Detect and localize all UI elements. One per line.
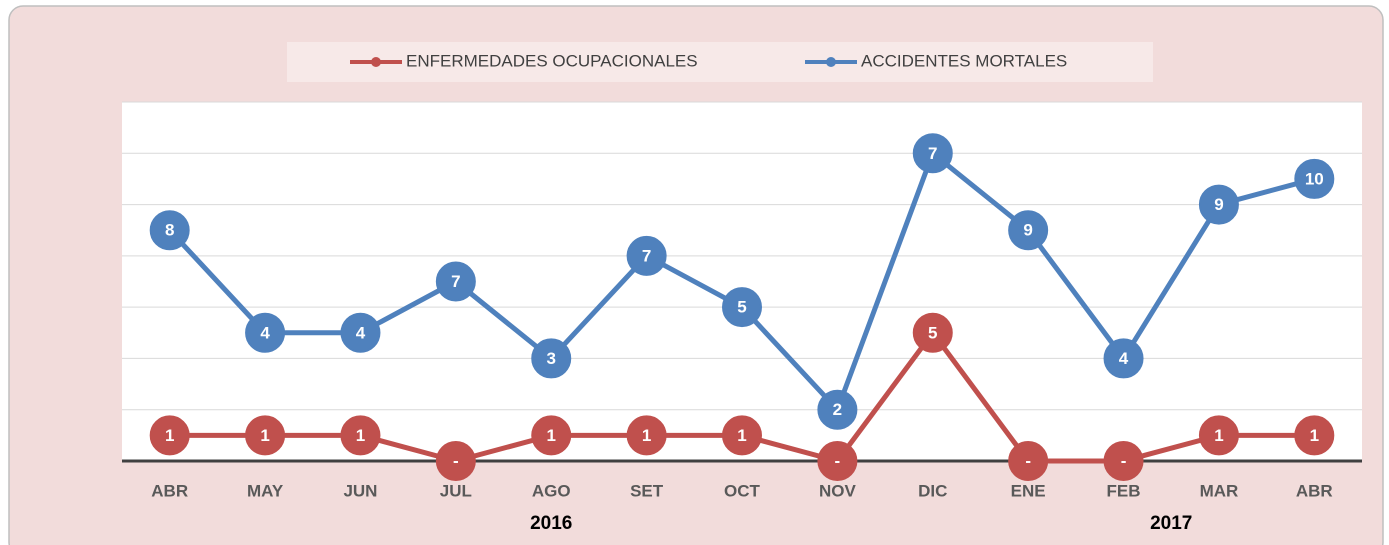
x-tick-label: OCT [724, 481, 761, 500]
data-label: - [453, 451, 459, 470]
data-label: 9 [1214, 195, 1223, 214]
data-label: 7 [451, 272, 460, 291]
data-point [1103, 338, 1144, 379]
group-label: 2017 [1150, 513, 1192, 534]
data-label: 1 [642, 426, 651, 445]
data-point [531, 415, 572, 456]
legend-marker [826, 57, 836, 67]
data-label: 5 [928, 323, 937, 342]
group-label: 2016 [530, 513, 572, 534]
data-label: 3 [546, 349, 555, 368]
data-point [340, 415, 381, 456]
data-label: 1 [165, 426, 174, 445]
data-label: 2 [833, 400, 842, 419]
data-label: 7 [642, 246, 651, 265]
data-point [531, 338, 572, 379]
data-label: 4 [1119, 349, 1129, 368]
data-point [149, 210, 190, 251]
x-tick-label: MAY [247, 481, 284, 500]
data-point [1294, 415, 1335, 456]
data-label: - [835, 451, 841, 470]
data-label: - [1025, 451, 1031, 470]
data-point [1008, 210, 1049, 251]
data-point [245, 415, 286, 456]
data-label: 1 [1214, 426, 1223, 445]
x-tick-label: DIC [918, 481, 947, 500]
data-point [912, 133, 953, 174]
data-label: 9 [1023, 221, 1032, 240]
data-point [1294, 158, 1335, 199]
data-label: 1 [260, 426, 269, 445]
data-point [1198, 184, 1239, 225]
x-tick-label: ABR [1296, 481, 1333, 500]
data-point [722, 415, 762, 456]
x-tick-label: ABR [151, 481, 188, 500]
x-tick-label: JUN [343, 481, 377, 500]
data-point [1008, 441, 1049, 481]
data-point [340, 312, 381, 353]
x-tick-label: FEB [1107, 481, 1141, 500]
data-point [435, 261, 476, 302]
data-point [817, 441, 858, 481]
data-label: 7 [928, 144, 937, 163]
legend-label: ACCIDENTES MORTALES [861, 51, 1067, 70]
x-tick-label: AGO [532, 481, 571, 500]
data-point [1198, 415, 1239, 456]
data-point [817, 389, 858, 430]
data-label: 4 [356, 323, 366, 342]
data-label: 1 [356, 426, 365, 445]
data-label: 5 [737, 298, 746, 317]
data-label: 1 [737, 426, 746, 445]
data-point [245, 312, 286, 353]
data-label: 1 [1310, 426, 1319, 445]
data-point [722, 287, 762, 328]
data-label: 10 [1305, 169, 1324, 188]
data-label: - [1121, 451, 1127, 470]
data-point [626, 415, 667, 456]
plot-area [122, 102, 1362, 461]
x-tick-label: SET [630, 481, 664, 500]
legend-box [287, 42, 1153, 82]
data-point [435, 441, 476, 481]
data-label: 8 [165, 221, 174, 240]
data-point [912, 312, 953, 353]
data-point [1103, 441, 1144, 481]
data-label: 1 [546, 426, 555, 445]
data-point [626, 235, 667, 276]
data-label: 4 [260, 323, 270, 342]
x-tick-label: MAR [1200, 481, 1239, 500]
x-tick-label: JUL [440, 481, 472, 500]
legend-label: ENFERMEDADES OCUPACIONALES [406, 51, 698, 70]
legend-marker [371, 57, 381, 67]
data-point [149, 415, 190, 456]
x-tick-label: NOV [819, 481, 857, 500]
x-tick-label: ENE [1011, 481, 1046, 500]
